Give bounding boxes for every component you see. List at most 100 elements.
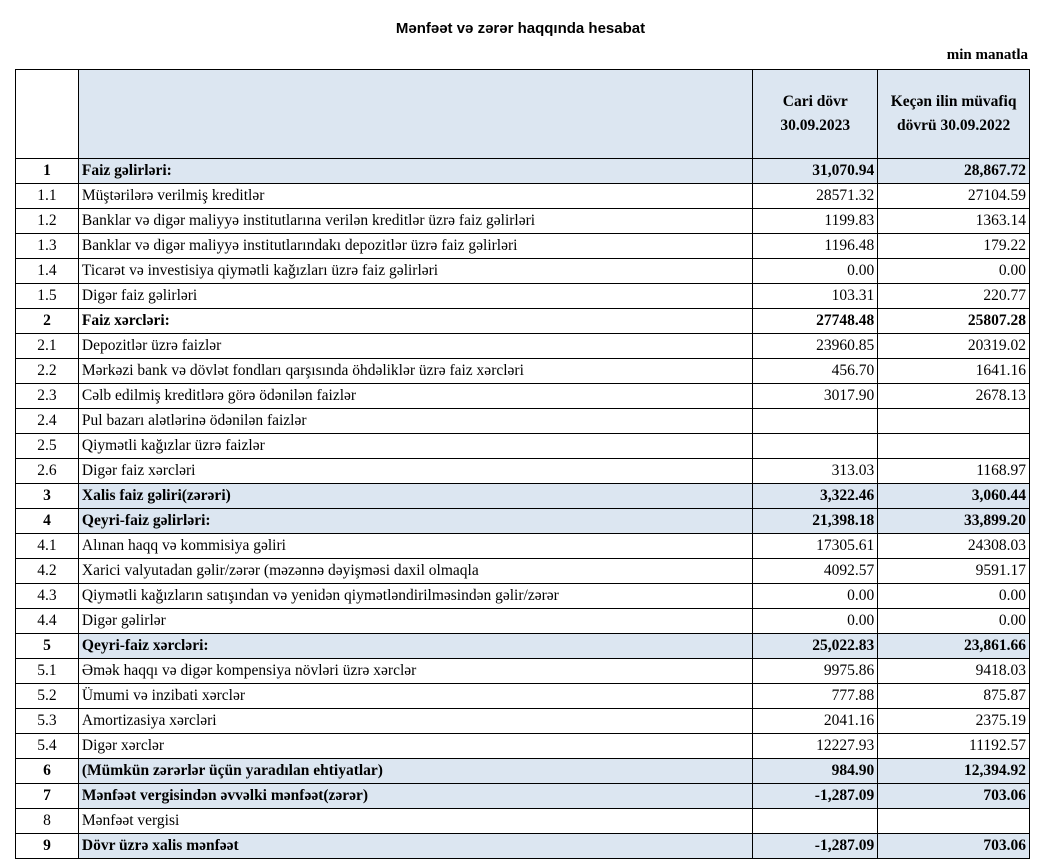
unit-label: min manatla	[946, 47, 1028, 63]
current-value: 984.90	[752, 758, 879, 784]
row-number: 2.5	[15, 433, 79, 459]
table-row: 5.1 Əmək haqqı və digər kompensiya növlər…	[15, 658, 1030, 684]
row-number: 1.3	[15, 233, 79, 259]
previous-value: 0.00	[877, 258, 1030, 284]
row-number: 2.3	[15, 383, 79, 409]
current-value: 27748.48	[752, 308, 879, 334]
row-label: Pul bazarı alətlərinə ödənilən faizlər	[77, 408, 754, 434]
row-label: Qiymətli kağızların satışından və yenidə…	[77, 583, 754, 609]
table-row: 8 Mənfəət vergisi	[15, 808, 1030, 834]
previous-value: 179.22	[877, 233, 1030, 259]
row-number: 4.3	[15, 583, 79, 609]
row-label: Xalis faiz gəliri(zərəri)	[77, 483, 754, 509]
row-number: 1.4	[15, 258, 79, 284]
row-label: Banklar və digər maliyyə institutlarında…	[77, 233, 754, 259]
current-value	[752, 433, 879, 459]
current-value: 31,070.94	[752, 158, 879, 184]
table-row: 1.3 Banklar və digər maliyyə institutları…	[15, 233, 1030, 259]
current-value: 23960.85	[752, 333, 879, 359]
previous-value: 1168.97	[877, 458, 1030, 484]
row-label: Faiz gəlirləri:	[77, 158, 754, 184]
table-row: 4.1 Alınan haqq və kommisiya gəliri 17305.…	[15, 533, 1030, 559]
header-cell: Keçən ilin müvafiq dövrü 30.09.2022	[877, 69, 1030, 159]
current-value	[752, 808, 879, 834]
table-row: 1.2 Banklar və digər maliyyə institutları…	[15, 208, 1030, 234]
current-value: -1,287.09	[752, 833, 879, 859]
previous-value: 220.77	[877, 283, 1030, 309]
row-label: Digər gəlirlər	[77, 608, 754, 634]
row-number: 2.1	[15, 333, 79, 359]
table-row: 4.2 Xarici valyutadan gəlir/zərər (məzənn…	[15, 558, 1030, 584]
table-row: 5 Qeyri-faiz xərcləri: 25,022.83 23,861.66	[15, 633, 1030, 659]
row-label: (Mümkün zərərlər üçün yaradılan ehtiyatl…	[77, 758, 754, 784]
current-value: 103.31	[752, 283, 879, 309]
report-title: Mənfəət və zərər haqqında hesabat	[395, 20, 646, 37]
previous-value	[877, 408, 1030, 434]
current-value: 3,322.46	[752, 483, 879, 509]
row-number: 2.6	[15, 458, 79, 484]
table-row: 2.1 Depozitlər üzrə faizlər 23960.85 20319.…	[15, 333, 1030, 359]
table-row: 2.6 Digər faiz xərcləri 313.03 1168.97	[15, 458, 1030, 484]
current-value: 313.03	[752, 458, 879, 484]
current-value: -1,287.09	[752, 783, 879, 809]
row-label: Digər faiz gəlirləri	[77, 283, 754, 309]
previous-value: 1363.14	[877, 208, 1030, 234]
current-value: 0.00	[752, 608, 879, 634]
table-row: 2 Faiz xərcləri: 27748.48 25807.28	[15, 308, 1030, 334]
table-row: 4.4 Digər gəlirlər 0.00 0.00	[15, 608, 1030, 634]
previous-value: 1641.16	[877, 358, 1030, 384]
previous-value: 28,867.72	[877, 158, 1030, 184]
row-label: Digər xərclər	[77, 733, 754, 759]
current-value: 0.00	[752, 583, 879, 609]
row-label: Qiymətli kağızlar üzrə faizlər	[77, 433, 754, 459]
row-label: Ticarət və investisiya qiymətli kağızlar…	[77, 258, 754, 284]
current-value: 21,398.18	[752, 508, 879, 534]
previous-value: 27104.59	[877, 183, 1030, 209]
table-row: 1 Faiz gəlirləri: 31,070.94 28,867.72	[15, 158, 1030, 184]
row-number: 9	[15, 833, 79, 859]
row-label: Müştərilərə verilmiş kreditlər	[77, 183, 754, 209]
current-value: 777.88	[752, 683, 879, 709]
previous-value	[877, 808, 1030, 834]
row-label: Mənfəət vergisindən əvvəlki mənfəət(zərə…	[77, 783, 754, 809]
current-value: 0.00	[752, 258, 879, 284]
row-label: Qeyri-faiz xərcləri:	[77, 633, 754, 659]
row-label: Banklar və digər maliyyə institutlarına …	[77, 208, 754, 234]
previous-value: 33,899.20	[877, 508, 1030, 534]
row-number: 3	[15, 483, 79, 509]
row-number: 2	[15, 308, 79, 334]
row-number: 5.3	[15, 708, 79, 734]
current-value: 1196.48	[752, 233, 879, 259]
row-label: Ümumi və inzibati xərclər	[77, 683, 754, 709]
current-value: 25,022.83	[752, 633, 879, 659]
header-cell	[15, 69, 79, 159]
row-number: 4.2	[15, 558, 79, 584]
current-value: 28571.32	[752, 183, 879, 209]
row-label: Qeyri-faiz gəlirləri:	[77, 508, 754, 534]
table-row: 2.5 Qiymətli kağızlar üzrə faizlər	[15, 433, 1030, 459]
current-value: 3017.90	[752, 383, 879, 409]
row-number: 7	[15, 783, 79, 809]
row-number: 2.4	[15, 408, 79, 434]
row-number: 4	[15, 508, 79, 534]
table-row: 1.4 Ticarət və investisiya qiymətli kağız…	[15, 258, 1030, 284]
row-number: 5.1	[15, 658, 79, 684]
row-label: Dövr üzrə xalis mənfəət	[77, 833, 754, 859]
table-row: 2.4 Pul bazarı alətlərinə ödənilən faizlə…	[15, 408, 1030, 434]
previous-value: 20319.02	[877, 333, 1030, 359]
header-cell	[77, 69, 754, 159]
table-row: 6 (Mümkün zərərlər üçün yaradılan ehtiyat…	[15, 758, 1030, 784]
row-number: 1.1	[15, 183, 79, 209]
previous-value: 24308.03	[877, 533, 1030, 559]
row-label: Digər faiz xərcləri	[77, 458, 754, 484]
row-label: Mərkəzi bank və dövlət fondları qarşısın…	[77, 358, 754, 384]
previous-value: 2375.19	[877, 708, 1030, 734]
current-value: 12227.93	[752, 733, 879, 759]
current-value: 17305.61	[752, 533, 879, 559]
table-row: 1.1 Müştərilərə verilmiş kreditlər 28571.3…	[15, 183, 1030, 209]
row-number: 4.4	[15, 608, 79, 634]
current-value: 4092.57	[752, 558, 879, 584]
row-label: Alınan haqq və kommisiya gəliri	[77, 533, 754, 559]
row-number: 4.1	[15, 533, 79, 559]
